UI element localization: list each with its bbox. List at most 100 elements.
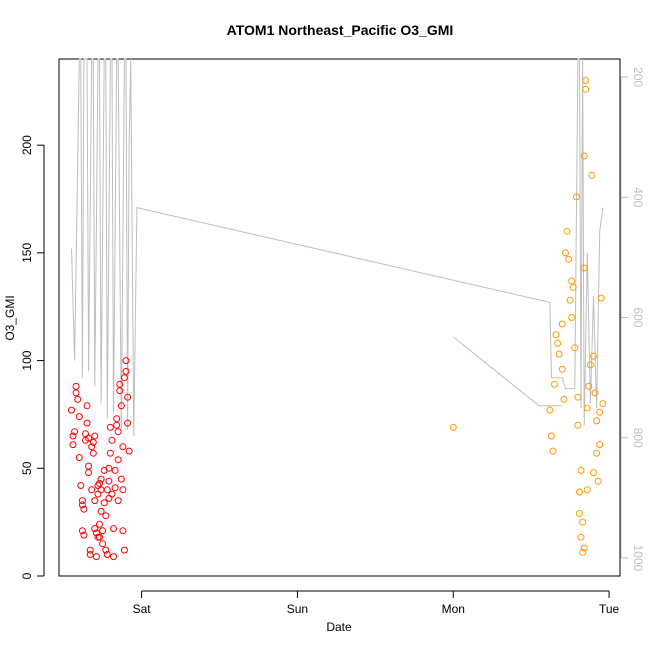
data-point bbox=[97, 475, 105, 483]
data-point bbox=[113, 421, 121, 429]
vertical-profile-line bbox=[71, 58, 604, 437]
data-point bbox=[568, 277, 576, 285]
data-point bbox=[78, 527, 86, 535]
data-point bbox=[590, 469, 597, 477]
data-point bbox=[83, 419, 91, 427]
data-point bbox=[574, 421, 582, 429]
data-point bbox=[72, 389, 80, 397]
data-point bbox=[103, 486, 111, 494]
data-point bbox=[103, 551, 111, 558]
data-point bbox=[114, 456, 122, 464]
y2-tick-label: 800 bbox=[631, 428, 645, 448]
data-point bbox=[99, 540, 107, 548]
profile-line bbox=[452, 336, 563, 407]
data-point bbox=[108, 436, 116, 444]
data-point bbox=[591, 389, 599, 397]
data-point bbox=[565, 255, 573, 263]
data-point bbox=[105, 494, 113, 502]
data-point bbox=[75, 454, 83, 461]
data-point bbox=[86, 546, 94, 554]
y2-tick-label: 1000 bbox=[631, 545, 645, 572]
x-tick-label: Sat bbox=[133, 602, 152, 616]
data-point bbox=[122, 357, 130, 365]
data-point bbox=[597, 294, 605, 302]
data-point bbox=[116, 380, 124, 388]
data-point bbox=[78, 497, 86, 505]
data-point bbox=[71, 428, 79, 436]
x-tick-label: Tue bbox=[599, 602, 620, 616]
data-point bbox=[596, 441, 604, 449]
plot-frame bbox=[58, 58, 621, 577]
data-point bbox=[571, 344, 579, 352]
data-point bbox=[117, 475, 125, 483]
y-tick-label: 150 bbox=[20, 243, 34, 263]
data-point bbox=[576, 510, 583, 517]
data-point bbox=[577, 533, 585, 541]
data-point bbox=[78, 501, 86, 509]
data-point bbox=[113, 415, 121, 423]
data-point bbox=[108, 490, 116, 498]
data-point bbox=[120, 374, 128, 382]
data-point bbox=[106, 423, 114, 431]
y-tick-label: 50 bbox=[20, 461, 34, 475]
data-point bbox=[562, 249, 569, 257]
data-point bbox=[558, 365, 566, 373]
data-point bbox=[102, 512, 110, 520]
data-point bbox=[580, 544, 588, 552]
data-point bbox=[97, 486, 105, 494]
data-point bbox=[89, 438, 97, 446]
axes: Sat Sun Mon Tue 0 50 100 150 200 200 400 600 800 1000 bbox=[20, 67, 645, 616]
data-point bbox=[599, 400, 607, 408]
data-point bbox=[588, 171, 596, 179]
data-point bbox=[586, 361, 594, 369]
data-point bbox=[91, 497, 99, 505]
x-tick-label: Sun bbox=[287, 602, 308, 616]
data-point bbox=[82, 430, 89, 438]
data-point bbox=[120, 546, 128, 554]
data-point bbox=[91, 432, 99, 440]
data-points bbox=[68, 77, 607, 561]
y-tick-label: 0 bbox=[20, 572, 34, 579]
data-point bbox=[110, 553, 117, 561]
data-point bbox=[579, 548, 587, 556]
chart-title: ATOM1 Northeast_Pacific O3_GMI bbox=[227, 22, 454, 38]
y-tick-label: 100 bbox=[20, 350, 34, 370]
data-point bbox=[89, 449, 97, 457]
data-point bbox=[100, 499, 108, 507]
data-point bbox=[124, 419, 132, 427]
data-point bbox=[94, 490, 102, 498]
data-point bbox=[77, 482, 85, 489]
data-point bbox=[119, 486, 127, 494]
data-point bbox=[546, 406, 554, 414]
data-point bbox=[75, 413, 83, 421]
data-point bbox=[83, 402, 91, 410]
profile-line bbox=[71, 58, 604, 437]
y2-tick-label: 200 bbox=[631, 67, 645, 87]
data-point bbox=[594, 477, 602, 485]
data-point bbox=[576, 488, 583, 496]
data-point bbox=[582, 77, 590, 84]
data-point bbox=[69, 441, 77, 449]
data-point bbox=[574, 393, 582, 401]
data-point bbox=[88, 486, 96, 494]
data-point bbox=[106, 449, 114, 457]
data-point bbox=[558, 320, 566, 328]
data-point bbox=[547, 432, 555, 440]
data-point bbox=[72, 382, 80, 390]
data-point bbox=[99, 527, 107, 535]
data-point bbox=[117, 402, 125, 410]
data-point bbox=[551, 380, 558, 388]
data-point bbox=[549, 447, 557, 455]
data-point bbox=[583, 486, 591, 494]
data-point bbox=[449, 423, 457, 431]
data-point bbox=[572, 193, 580, 201]
data-point bbox=[122, 367, 130, 375]
data-point bbox=[85, 469, 93, 477]
data-point bbox=[585, 382, 593, 390]
data-point bbox=[593, 449, 601, 457]
data-point bbox=[577, 466, 585, 474]
data-point bbox=[125, 447, 133, 455]
data-point bbox=[110, 525, 117, 533]
data-point bbox=[105, 477, 113, 485]
